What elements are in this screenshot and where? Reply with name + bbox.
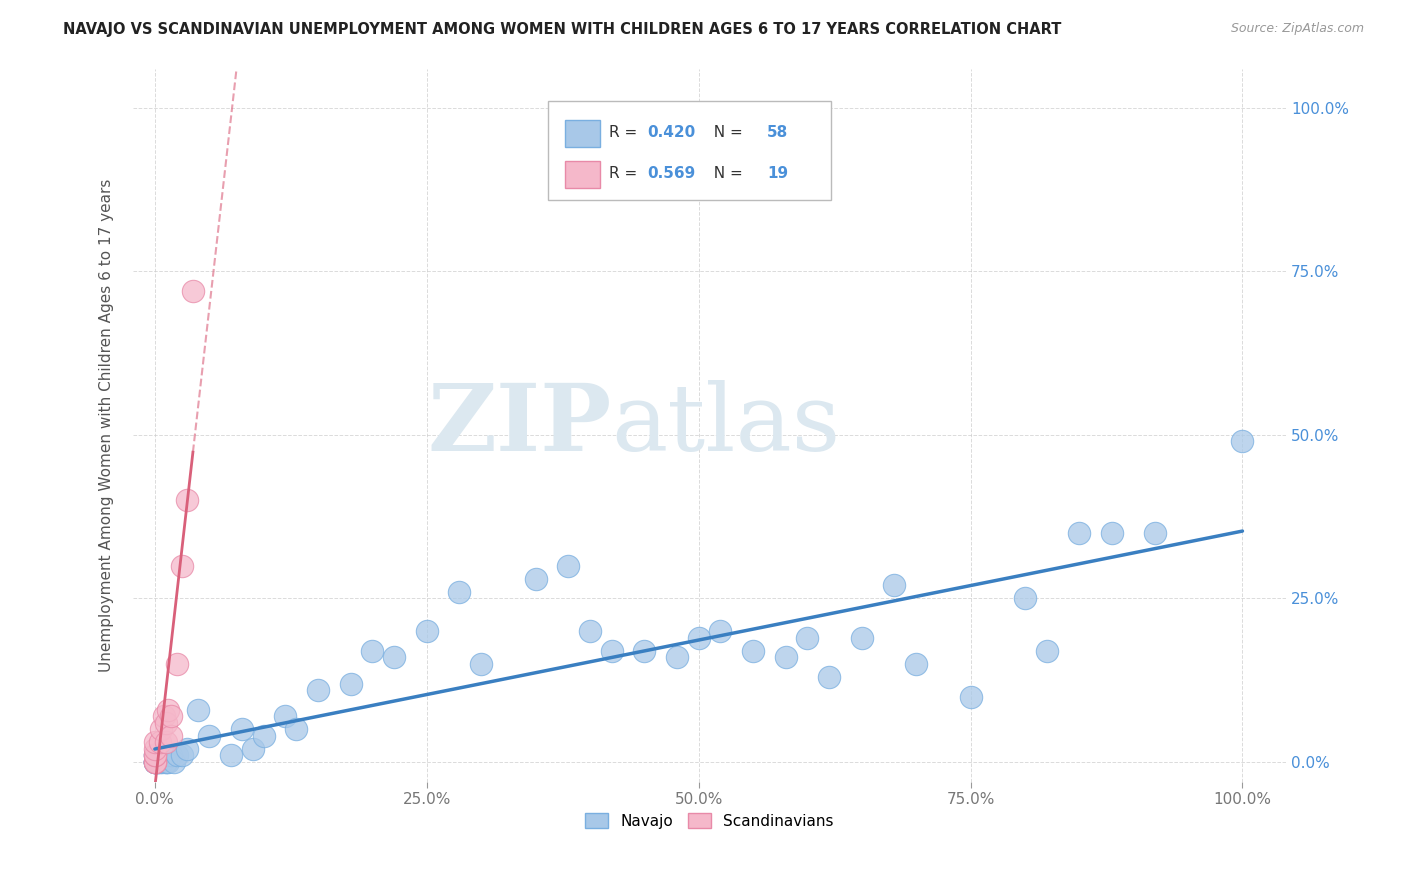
- Point: [152, 709, 174, 723]
- Legend: Navajo, Scandinavians: Navajo, Scandinavians: [579, 806, 839, 835]
- Point: [242, 742, 264, 756]
- Point: [1069, 526, 1091, 541]
- FancyBboxPatch shape: [548, 101, 831, 201]
- Point: [742, 644, 765, 658]
- Point: [1101, 526, 1123, 541]
- Text: 0.420: 0.420: [647, 125, 696, 140]
- Point: [156, 703, 179, 717]
- Point: [166, 657, 188, 671]
- Point: [198, 729, 221, 743]
- Text: R =: R =: [609, 166, 643, 181]
- Text: 58: 58: [768, 125, 789, 140]
- Point: [143, 755, 166, 769]
- Point: [163, 755, 186, 769]
- Point: [231, 723, 253, 737]
- Text: N =: N =: [704, 166, 748, 181]
- Point: [796, 631, 818, 645]
- Point: [775, 650, 797, 665]
- Point: [150, 723, 173, 737]
- Point: [361, 644, 384, 658]
- Point: [1232, 434, 1254, 449]
- Point: [143, 748, 166, 763]
- Text: NAVAJO VS SCANDINAVIAN UNEMPLOYMENT AMONG WOMEN WITH CHILDREN AGES 6 TO 17 YEARS: NAVAJO VS SCANDINAVIAN UNEMPLOYMENT AMON…: [63, 22, 1062, 37]
- Point: [143, 755, 166, 769]
- Point: [155, 755, 177, 769]
- Point: [160, 709, 183, 723]
- Point: [166, 748, 188, 763]
- Point: [143, 755, 166, 769]
- Text: ZIP: ZIP: [427, 380, 612, 470]
- Text: 19: 19: [768, 166, 789, 181]
- Text: atlas: atlas: [612, 380, 841, 470]
- Point: [143, 755, 166, 769]
- Point: [252, 729, 274, 743]
- Point: [688, 631, 710, 645]
- Point: [146, 755, 169, 769]
- Point: [285, 723, 308, 737]
- Point: [449, 585, 471, 599]
- Point: [143, 748, 166, 763]
- Point: [176, 493, 198, 508]
- Text: R =: R =: [609, 125, 643, 140]
- Point: [156, 755, 179, 769]
- FancyBboxPatch shape: [565, 120, 600, 147]
- Point: [146, 755, 169, 769]
- Point: [416, 624, 439, 639]
- Point: [557, 558, 579, 573]
- Point: [905, 657, 928, 671]
- Point: [143, 755, 166, 769]
- Point: [149, 735, 172, 749]
- Point: [143, 755, 166, 769]
- Point: [1144, 526, 1167, 541]
- Point: [143, 748, 166, 763]
- Text: N =: N =: [704, 125, 748, 140]
- Point: [155, 715, 177, 730]
- Point: [579, 624, 602, 639]
- Point: [219, 748, 242, 763]
- Point: [160, 748, 183, 763]
- Point: [382, 650, 405, 665]
- Point: [143, 755, 166, 769]
- Point: [170, 558, 193, 573]
- Point: [339, 676, 361, 690]
- Point: [524, 572, 547, 586]
- Point: [149, 755, 172, 769]
- Point: [633, 644, 655, 658]
- Point: [1035, 644, 1057, 658]
- Point: [274, 709, 297, 723]
- Point: [152, 755, 174, 769]
- Point: [160, 729, 183, 743]
- Point: [818, 670, 841, 684]
- Point: [170, 748, 193, 763]
- Point: [143, 755, 166, 769]
- Point: [155, 755, 177, 769]
- Point: [1014, 591, 1036, 606]
- Point: [143, 742, 166, 756]
- Point: [143, 748, 166, 763]
- Text: 0.569: 0.569: [647, 166, 696, 181]
- Text: Source: ZipAtlas.com: Source: ZipAtlas.com: [1230, 22, 1364, 36]
- Point: [851, 631, 873, 645]
- Point: [181, 284, 204, 298]
- Point: [155, 735, 177, 749]
- Point: [143, 755, 166, 769]
- Point: [143, 735, 166, 749]
- Point: [307, 683, 329, 698]
- Point: [883, 578, 905, 592]
- Point: [600, 644, 623, 658]
- Point: [187, 703, 209, 717]
- Point: [176, 742, 198, 756]
- Point: [959, 690, 981, 704]
- FancyBboxPatch shape: [565, 161, 600, 187]
- Point: [709, 624, 731, 639]
- Point: [470, 657, 492, 671]
- Point: [665, 650, 688, 665]
- Point: [146, 755, 169, 769]
- Y-axis label: Unemployment Among Women with Children Ages 6 to 17 years: Unemployment Among Women with Children A…: [100, 178, 114, 672]
